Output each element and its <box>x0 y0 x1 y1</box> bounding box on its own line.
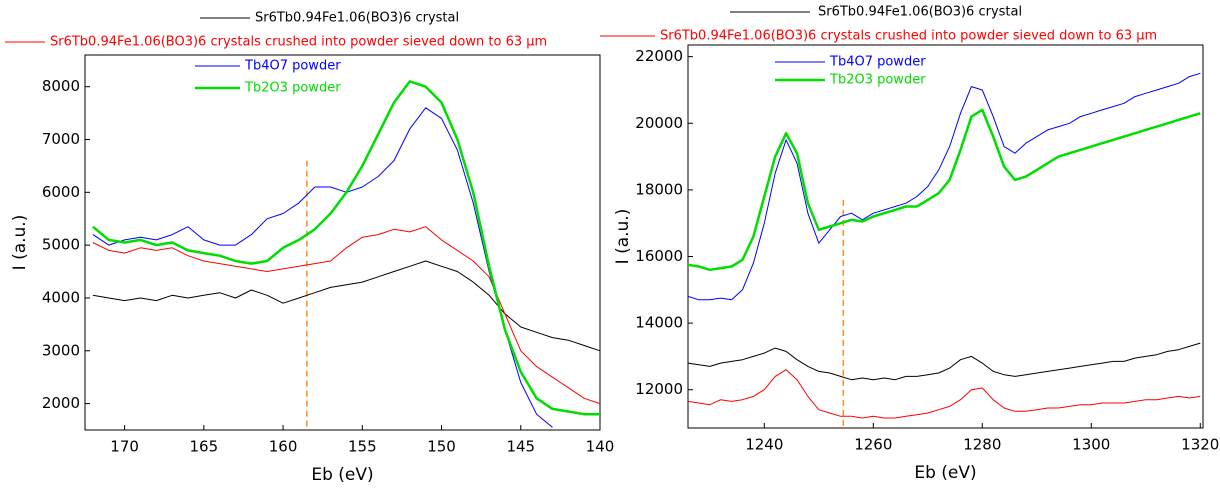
legend-label: Tb2O3 powder <box>829 73 926 88</box>
data-line <box>92 260 601 352</box>
data-line <box>92 107 553 428</box>
data-line <box>687 72 1201 301</box>
y-axis-label: I (a.u.) <box>10 215 30 271</box>
legend-label: Tb4O7 powder <box>244 59 341 74</box>
x-tick-label: 1240 <box>745 436 783 454</box>
x-axis-label: Eb (eV) <box>311 465 373 485</box>
y-tick-label: 2000 <box>42 394 80 412</box>
y-tick-label: 14000 <box>635 314 683 332</box>
y-axis-label: I (a.u.) <box>613 209 633 265</box>
legend-label: Sr6Tb0.94Fe1.06(BO3)6 crystal <box>255 11 459 26</box>
plot-frame <box>687 44 1204 429</box>
data-line <box>687 342 1201 381</box>
x-tick-label: 1300 <box>1072 436 1110 454</box>
x-tick-label: 145 <box>506 438 535 456</box>
legend-label: Sr6Tb0.94Fe1.06(BO3)6 crystals crushed i… <box>660 29 1157 44</box>
y-tick-label: 12000 <box>635 380 683 398</box>
x-tick-label: 170 <box>110 438 139 456</box>
y-tick-label: 7000 <box>42 130 80 148</box>
x-tick-label: 140 <box>586 438 615 456</box>
legend-label: Tb4O7 powder <box>829 55 926 70</box>
y-tick-label: 6000 <box>42 183 80 201</box>
plot-frame <box>84 54 601 431</box>
y-tick-label: 22000 <box>635 47 683 65</box>
x-tick-label: 1280 <box>963 436 1001 454</box>
x-tick-label: 165 <box>190 438 219 456</box>
x-tick-label: 160 <box>269 438 298 456</box>
data-line <box>92 80 600 416</box>
y-tick-label: 8000 <box>42 77 80 95</box>
y-tick-label: 4000 <box>42 288 80 306</box>
legend-label: Sr6Tb0.94Fe1.06(BO3)6 crystals crushed i… <box>50 35 547 50</box>
legend-label: Tb2O3 powder <box>244 81 341 96</box>
x-tick-label: 1260 <box>854 436 892 454</box>
y-tick-label: 20000 <box>635 114 683 132</box>
data-line <box>687 369 1201 419</box>
x-tick-label: 150 <box>427 438 456 456</box>
legend-label: Sr6Tb0.94Fe1.06(BO3)6 crystal <box>818 5 1022 20</box>
y-tick-label: 18000 <box>635 180 683 198</box>
x-tick-label: 1320 <box>1181 436 1219 454</box>
data-line <box>687 108 1201 272</box>
y-tick-label: 5000 <box>42 236 80 254</box>
x-tick-label: 155 <box>348 438 377 456</box>
y-tick-label: 16000 <box>635 247 683 265</box>
data-line <box>92 226 601 405</box>
x-axis-label: Eb (eV) <box>914 463 976 483</box>
y-tick-label: 3000 <box>42 341 80 359</box>
